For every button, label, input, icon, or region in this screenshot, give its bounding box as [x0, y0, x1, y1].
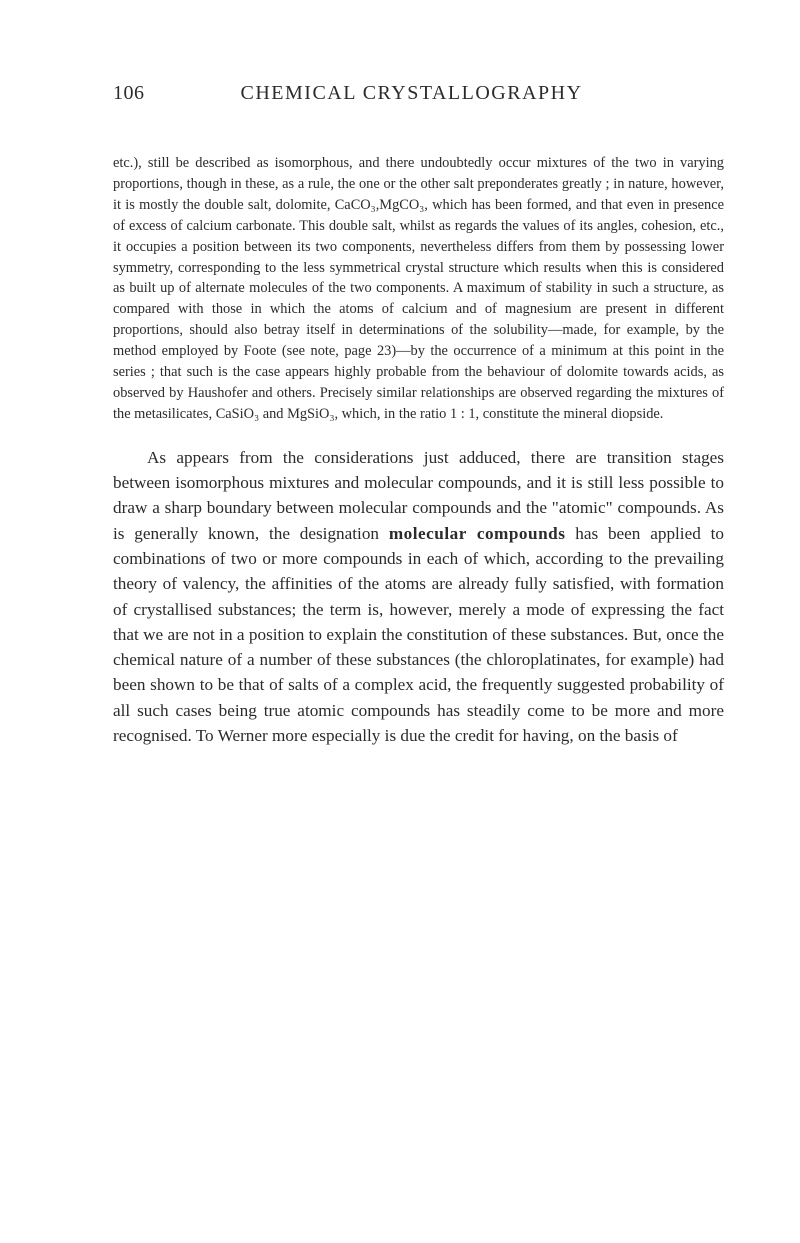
- paragraph-1: etc.), still be described as isomorphous…: [113, 153, 724, 425]
- term-molecular-compounds: molecular compounds: [389, 524, 566, 543]
- paragraph-2: As appears from the considerations just …: [113, 445, 724, 749]
- book-page: 106 CHEMICAL CRYSTALLOGRAPHY etc.), stil…: [0, 0, 800, 1243]
- paragraph-2-tail: has been applied to combina­tions of two…: [113, 524, 724, 745]
- running-title: CHEMICAL CRYSTALLOGRAPHY: [241, 82, 583, 105]
- running-header: 106 CHEMICAL CRYSTALLOGRAPHY: [113, 82, 724, 105]
- page-number: 106: [113, 82, 145, 105]
